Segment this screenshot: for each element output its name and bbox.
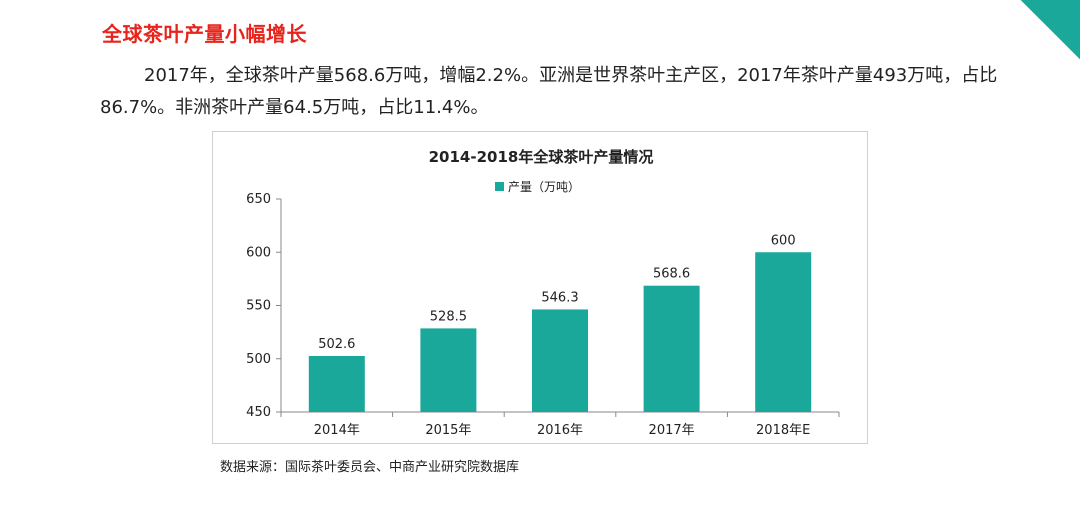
x-tick-label: 2015年 <box>425 423 471 438</box>
data-source-note: 数据来源：国际茶叶委员会、中商产业研究院数据库 <box>220 460 520 475</box>
bar <box>755 252 812 412</box>
bar-value-label: 600 <box>771 233 796 248</box>
x-tick-label: 2018年E <box>756 423 810 438</box>
summary-line-2: 86.7%。非洲茶叶产量64.5万吨，占比11.4%。 <box>100 97 489 118</box>
y-tick-label: 650 <box>246 192 271 207</box>
y-tick-label: 600 <box>246 245 271 260</box>
bar-value-label: 546.3 <box>541 290 578 305</box>
x-tick-label: 2016年 <box>537 423 583 438</box>
bar <box>420 328 477 412</box>
summary-line-1: 2017年，全球茶叶产量568.6万吨，增幅2.2%。亚洲是世界茶叶主产区，20… <box>144 65 998 86</box>
x-tick-label: 2017年 <box>649 423 695 438</box>
bar-value-label: 568.6 <box>653 267 690 282</box>
bar-value-label: 528.5 <box>430 309 467 324</box>
x-tick-label: 2014年 <box>314 423 360 438</box>
y-tick-label: 550 <box>246 299 271 314</box>
chart-panel: 2014-2018年全球茶叶产量情况产量（万吨） 450 500 550 600 650 5… <box>212 131 868 444</box>
chart-title: 2014-2018年全球茶叶产量情况 <box>429 148 654 166</box>
bar <box>308 355 365 412</box>
bar <box>643 285 700 412</box>
legend-swatch <box>495 182 504 191</box>
corner-decoration <box>1020 0 1080 60</box>
bar-value-label: 502.6 <box>318 337 355 352</box>
summary-paragraph: 2017年，全球茶叶产量568.6万吨，增幅2.2%。亚洲是世界茶叶主产区，20… <box>100 60 1020 124</box>
bar <box>532 309 588 412</box>
section-heading: 全球茶叶产量小幅增长 <box>102 22 307 46</box>
y-tick-label: 500 <box>246 352 271 367</box>
legend-label: 产量（万吨） <box>508 180 580 194</box>
y-tick-label: 450 <box>246 405 271 420</box>
